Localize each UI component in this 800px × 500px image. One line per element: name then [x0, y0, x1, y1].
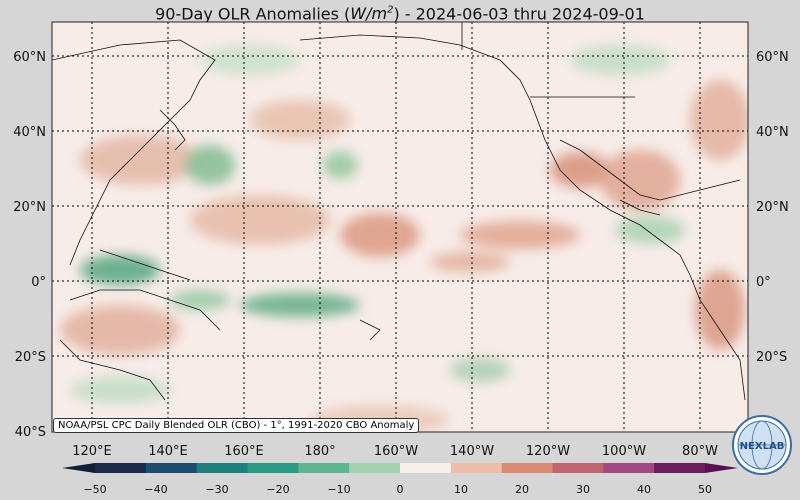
lat-label: 40°S [15, 425, 46, 440]
lon-label: 80°W [682, 444, 718, 459]
lon-label: 180° [304, 444, 335, 459]
colorbar-swatch [400, 463, 452, 473]
lat-label: 40°N [756, 125, 789, 140]
colorbar-tick-label: 0 [397, 483, 404, 496]
colorbar-swatch [450, 463, 503, 473]
colorbar-swatch [247, 463, 299, 473]
colorbar-swatch [501, 463, 553, 473]
colorbar: −50 −40 −30 −20 −10 0 10 20 30 40 50 [62, 463, 738, 496]
lat-label: 60°N [13, 50, 46, 65]
lat-labels-left: 60°N 40°N 20°N 0° 20°S 40°S [13, 50, 46, 440]
colorbar-tick-label: 40 [637, 483, 651, 496]
lon-label: 100°W [602, 444, 646, 459]
logo-text: NEXLAB [740, 441, 785, 452]
lat-label: 20°S [756, 350, 787, 365]
globe-icon: NEXLAB [732, 415, 792, 475]
colorbar-swatch [552, 463, 604, 473]
lon-label: 160°W [374, 444, 418, 459]
lat-label: 0° [756, 275, 771, 290]
lon-label: 120°W [526, 444, 570, 459]
lon-label: 120°E [72, 444, 112, 459]
colorbar-swatch [196, 463, 248, 473]
colorbar-tick-label: 20 [515, 483, 529, 496]
lat-label: 40°N [13, 125, 46, 140]
lat-label: 20°N [756, 200, 789, 215]
coastlines [52, 34, 746, 401]
colorbar-swatch [95, 463, 147, 473]
colorbar-swatch [654, 463, 706, 473]
gridlines [52, 22, 748, 432]
lat-label: 20°N [13, 200, 46, 215]
colorbar-tick-label: −30 [205, 483, 228, 496]
lon-label: 140°E [148, 444, 188, 459]
colorbar-tick-label: 30 [576, 483, 590, 496]
colorbar-tick-label: −10 [327, 483, 350, 496]
lat-label: 60°N [756, 50, 789, 65]
colorbar-right-arrow [705, 463, 738, 473]
colorbar-tick-label: 50 [698, 483, 712, 496]
colorbar-swatch [603, 463, 655, 473]
colorbar-tick-label: 10 [454, 483, 468, 496]
colorbar-swatch [298, 463, 350, 473]
colorbar-tick-label: −20 [266, 483, 289, 496]
lat-label: 20°S [15, 350, 46, 365]
lon-label: 140°W [450, 444, 494, 459]
data-credit: NOAA/PSL CPC Daily Blended OLR (CBO) - 1… [53, 418, 420, 433]
lat-label: 0° [31, 275, 46, 290]
colorbar-swatch [349, 463, 401, 473]
colorbar-left-arrow [62, 463, 95, 473]
lat-labels-right: 60°N 40°N 20°N 0° 20°S [756, 50, 789, 365]
lon-labels: 120°E 140°E 160°E 180° 160°W 140°W 120°W… [72, 444, 718, 459]
colorbar-tick-label: −40 [144, 483, 167, 496]
colorbar-swatch [145, 463, 198, 473]
colorbar-tick-label: −50 [83, 483, 106, 496]
lon-label: 160°E [224, 444, 264, 459]
map-title: 90-Day OLR Anomalies (W/m2) - 2024-06-03… [155, 4, 645, 24]
